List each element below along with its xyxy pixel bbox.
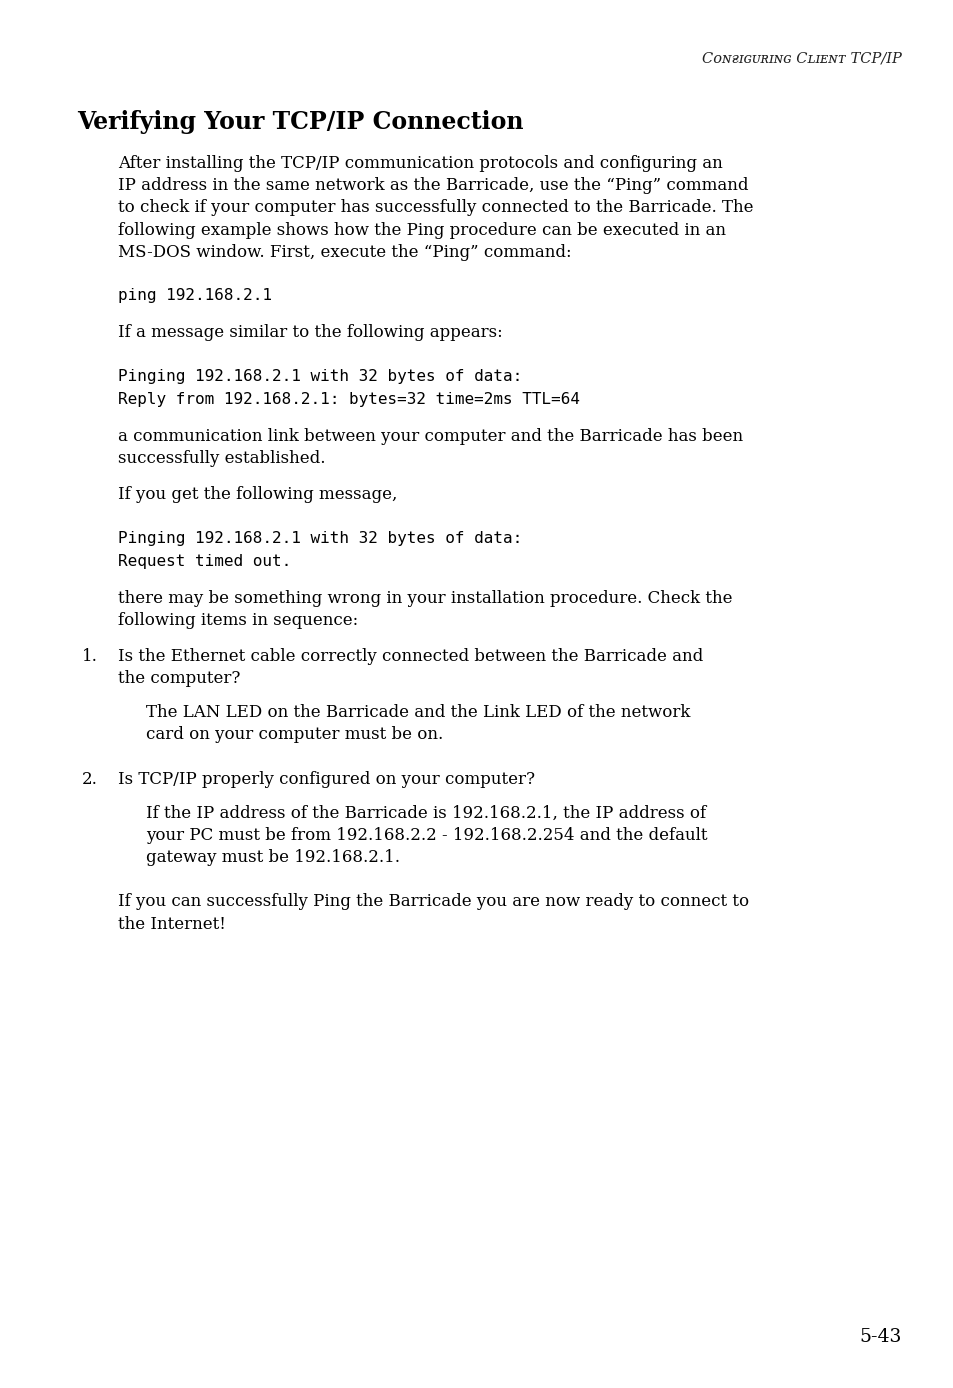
Text: MS-DOS window. First, execute the “Ping” command:: MS-DOS window. First, execute the “Ping”…: [118, 244, 571, 261]
Text: Verifying Your TCP/IP Connection: Verifying Your TCP/IP Connection: [77, 110, 523, 135]
Text: there may be something wrong in your installation procedure. Check the: there may be something wrong in your ins…: [118, 590, 732, 607]
Text: the computer?: the computer?: [118, 670, 240, 687]
Text: After installing the TCP/IP communication protocols and configuring an: After installing the TCP/IP communicatio…: [118, 155, 722, 172]
Text: ping 192.168.2.1: ping 192.168.2.1: [118, 289, 272, 304]
Text: your PC must be from 192.168.2.2 - 192.168.2.254 and the default: your PC must be from 192.168.2.2 - 192.1…: [146, 827, 707, 844]
Text: Pinging 192.168.2.1 with 32 bytes of data:: Pinging 192.168.2.1 with 32 bytes of dat…: [118, 530, 521, 545]
Text: Is the Ethernet cable correctly connected between the Barricade and: Is the Ethernet cable correctly connecte…: [118, 648, 702, 665]
Text: Request timed out.: Request timed out.: [118, 554, 291, 569]
Text: following example shows how the Ping procedure can be executed in an: following example shows how the Ping pro…: [118, 222, 725, 239]
Text: successfully established.: successfully established.: [118, 450, 325, 468]
Text: to check if your computer has successfully connected to the Barricade. The: to check if your computer has successful…: [118, 200, 753, 217]
Text: If you can successfully Ping the Barricade you are now ready to connect to: If you can successfully Ping the Barrica…: [118, 894, 748, 911]
Text: Pinging 192.168.2.1 with 32 bytes of data:: Pinging 192.168.2.1 with 32 bytes of dat…: [118, 369, 521, 384]
Text: 5-43: 5-43: [859, 1328, 901, 1346]
Text: card on your computer must be on.: card on your computer must be on.: [146, 726, 443, 744]
Text: the Internet!: the Internet!: [118, 916, 226, 933]
Text: Reply from 192.168.2.1: bytes=32 time=2ms TTL=64: Reply from 192.168.2.1: bytes=32 time=2m…: [118, 393, 579, 407]
Text: If a message similar to the following appears:: If a message similar to the following ap…: [118, 325, 502, 341]
Text: If the IP address of the Barricade is 192.168.2.1, the IP address of: If the IP address of the Barricade is 19…: [146, 805, 705, 822]
Text: If you get the following message,: If you get the following message,: [118, 486, 397, 502]
Text: The LAN LED on the Barricade and the Link LED of the network: The LAN LED on the Barricade and the Lin…: [146, 704, 690, 722]
Text: 2.: 2.: [82, 770, 98, 787]
Text: gateway must be 192.168.2.1.: gateway must be 192.168.2.1.: [146, 849, 399, 866]
Text: Is TCP/IP properly configured on your computer?: Is TCP/IP properly configured on your co…: [118, 770, 535, 787]
Text: following items in sequence:: following items in sequence:: [118, 612, 358, 629]
Text: IP address in the same network as the Barricade, use the “Ping” command: IP address in the same network as the Ba…: [118, 178, 748, 194]
Text: Cᴏɴғɪɢᴜʀɪɴɢ Cʟɪᴇɴᴛ TCP/IP: Cᴏɴғɪɢᴜʀɪɴɢ Cʟɪᴇɴᴛ TCP/IP: [701, 51, 901, 67]
Text: 1.: 1.: [82, 648, 98, 665]
Text: a communication link between your computer and the Barricade has been: a communication link between your comput…: [118, 429, 742, 446]
